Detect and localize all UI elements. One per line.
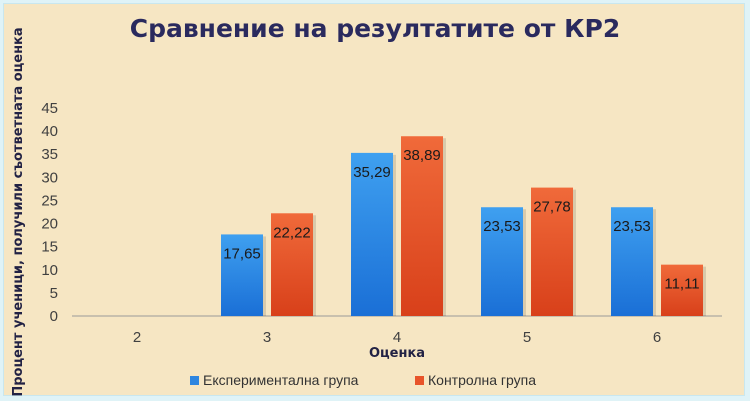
- data-label: 35,29: [353, 164, 391, 181]
- data-label: 22,22: [273, 224, 311, 241]
- legend-label: Експериментална група: [203, 372, 359, 388]
- x-tick-label: 6: [653, 329, 661, 346]
- bar-experimental-3: [221, 234, 263, 316]
- x-tick-label: 3: [263, 329, 271, 346]
- bar-control-4: [401, 136, 443, 316]
- x-axis-ticks: 2 3 4 5 6: [133, 329, 661, 346]
- data-label: 23,53: [483, 218, 521, 235]
- bar-experimental-4: [351, 152, 393, 316]
- bar-control-6: [661, 264, 703, 316]
- bar-control-5: [531, 187, 573, 316]
- legend: Експериментална група Контролна група: [190, 372, 536, 388]
- bar-experimental-6: [611, 207, 653, 316]
- chart-title: Сравнение на резултатите от КР2: [129, 14, 621, 43]
- y-tick-label: 10: [41, 262, 58, 279]
- bars: 17,65 22,22 35,29 38,89 23,53 27,78 23,53 11,11: [221, 136, 706, 316]
- y-tick-label: 5: [50, 285, 58, 302]
- y-tick-label: 30: [41, 169, 58, 186]
- bar-control-3: [271, 213, 313, 316]
- x-axis-title: Оценка: [369, 346, 425, 361]
- legend-label: Контролна група: [428, 372, 536, 388]
- y-axis-title: Процент ученици, получили съответната оц…: [11, 27, 26, 396]
- y-tick-label: 45: [41, 100, 58, 117]
- x-tick-label: 2: [133, 329, 141, 346]
- x-tick-label: 5: [523, 329, 531, 346]
- y-tick-label: 25: [41, 192, 58, 209]
- data-label: 27,78: [533, 199, 571, 216]
- data-label: 17,65: [223, 245, 261, 262]
- y-tick-label: 0: [50, 308, 58, 325]
- y-tick-label: 35: [41, 146, 58, 163]
- y-tick-label: 15: [41, 239, 58, 256]
- y-axis-ticks: 0 5 10 15 20 25 30 35 40 45: [41, 100, 58, 325]
- legend-swatch: [415, 376, 424, 385]
- data-label: 11,11: [664, 276, 699, 293]
- y-tick-label: 20: [41, 216, 58, 233]
- x-tick-label: 4: [393, 329, 401, 346]
- bar-experimental-5: [481, 207, 523, 316]
- legend-swatch: [190, 376, 199, 385]
- data-label: 23,53: [613, 218, 651, 235]
- data-label: 38,89: [403, 147, 441, 164]
- y-tick-label: 40: [41, 123, 58, 140]
